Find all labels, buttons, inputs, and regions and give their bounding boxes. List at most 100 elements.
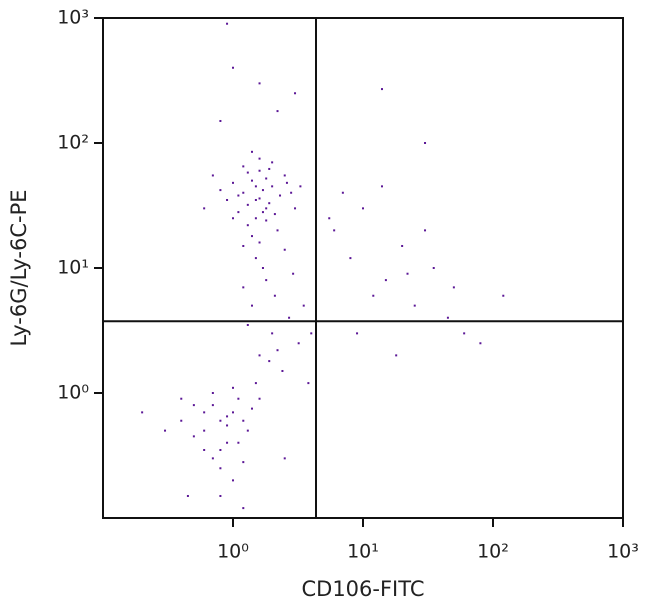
dot bbox=[250, 179, 253, 182]
y-axis-title: Ly-6G/Ly-6C-PE bbox=[7, 189, 31, 346]
dot bbox=[246, 429, 249, 432]
dot bbox=[232, 66, 234, 69]
dot bbox=[276, 349, 279, 352]
dot bbox=[219, 189, 222, 192]
x-tick-label: 10¹ bbox=[347, 541, 379, 563]
dot bbox=[203, 429, 206, 432]
dot bbox=[258, 157, 261, 160]
dot bbox=[186, 494, 189, 497]
x-tick-label: 10⁰ bbox=[217, 541, 249, 563]
dot bbox=[242, 507, 245, 510]
dot bbox=[285, 181, 288, 184]
dot bbox=[297, 342, 300, 345]
dot bbox=[180, 397, 183, 400]
dot bbox=[254, 257, 257, 260]
dot bbox=[268, 360, 271, 363]
dot bbox=[283, 248, 286, 251]
dot bbox=[384, 279, 387, 282]
dot bbox=[211, 174, 214, 177]
dot bbox=[283, 174, 286, 177]
dot bbox=[356, 332, 359, 335]
dot bbox=[302, 304, 305, 307]
dot bbox=[258, 241, 261, 244]
dot bbox=[413, 304, 416, 307]
dot bbox=[424, 229, 427, 232]
dot bbox=[219, 467, 222, 470]
dot bbox=[292, 272, 295, 275]
dot bbox=[203, 411, 206, 414]
dot bbox=[395, 354, 398, 357]
dot bbox=[219, 448, 222, 451]
x-axis-title: CD106-FITC bbox=[301, 577, 424, 601]
dot bbox=[279, 194, 282, 197]
dot bbox=[203, 448, 206, 451]
dot bbox=[271, 185, 274, 188]
dot bbox=[226, 22, 229, 25]
dot bbox=[250, 150, 253, 153]
dot bbox=[232, 181, 234, 184]
dot bbox=[294, 207, 297, 210]
dot bbox=[141, 411, 144, 414]
dot bbox=[164, 429, 167, 432]
y-tick-label: 10⁰ bbox=[57, 382, 89, 404]
dot bbox=[250, 235, 253, 238]
dot bbox=[246, 171, 249, 174]
dot bbox=[226, 441, 229, 444]
dot bbox=[192, 435, 195, 438]
dot bbox=[273, 213, 276, 216]
dot bbox=[258, 82, 261, 85]
dot bbox=[268, 167, 271, 170]
x-tick-label: 10² bbox=[477, 541, 509, 563]
dot bbox=[237, 397, 240, 400]
dot bbox=[333, 229, 336, 232]
dot bbox=[250, 407, 253, 410]
dot bbox=[232, 217, 234, 220]
dot bbox=[232, 479, 234, 482]
dot bbox=[246, 203, 249, 206]
dot bbox=[219, 419, 222, 422]
dot bbox=[265, 219, 268, 222]
y-tick-label: 10³ bbox=[57, 7, 89, 29]
dot bbox=[219, 494, 222, 497]
dot bbox=[226, 198, 229, 201]
dot bbox=[281, 369, 284, 372]
dot bbox=[261, 267, 264, 269]
dot bbox=[401, 244, 404, 247]
dot bbox=[246, 224, 249, 227]
dot bbox=[211, 392, 214, 394]
dot bbox=[258, 354, 261, 357]
dot bbox=[294, 92, 297, 95]
dot bbox=[310, 332, 313, 335]
dot bbox=[261, 211, 264, 214]
dot bbox=[242, 419, 245, 422]
dot bbox=[258, 169, 261, 172]
dot bbox=[242, 244, 245, 247]
dot bbox=[211, 404, 214, 407]
x-tick-label: 10³ bbox=[607, 541, 639, 563]
dot bbox=[502, 294, 505, 297]
dot bbox=[254, 217, 257, 220]
dot bbox=[380, 88, 383, 91]
dot bbox=[328, 217, 331, 220]
dot bbox=[265, 177, 268, 180]
plot-frame bbox=[102, 17, 624, 519]
dot bbox=[219, 119, 222, 122]
dot bbox=[237, 441, 240, 444]
dot bbox=[258, 397, 261, 400]
dot bbox=[242, 286, 245, 289]
dot bbox=[349, 257, 352, 260]
dot bbox=[232, 386, 234, 389]
dot bbox=[463, 332, 466, 335]
dot bbox=[232, 411, 234, 414]
dot bbox=[276, 229, 279, 232]
dot bbox=[452, 286, 455, 289]
dot bbox=[237, 211, 240, 214]
dot bbox=[246, 323, 249, 326]
dot bbox=[446, 316, 449, 319]
dot bbox=[180, 419, 183, 422]
dot bbox=[283, 457, 286, 460]
dot bbox=[432, 267, 435, 269]
y-tick-label: 10² bbox=[57, 132, 89, 154]
dot bbox=[271, 161, 274, 164]
